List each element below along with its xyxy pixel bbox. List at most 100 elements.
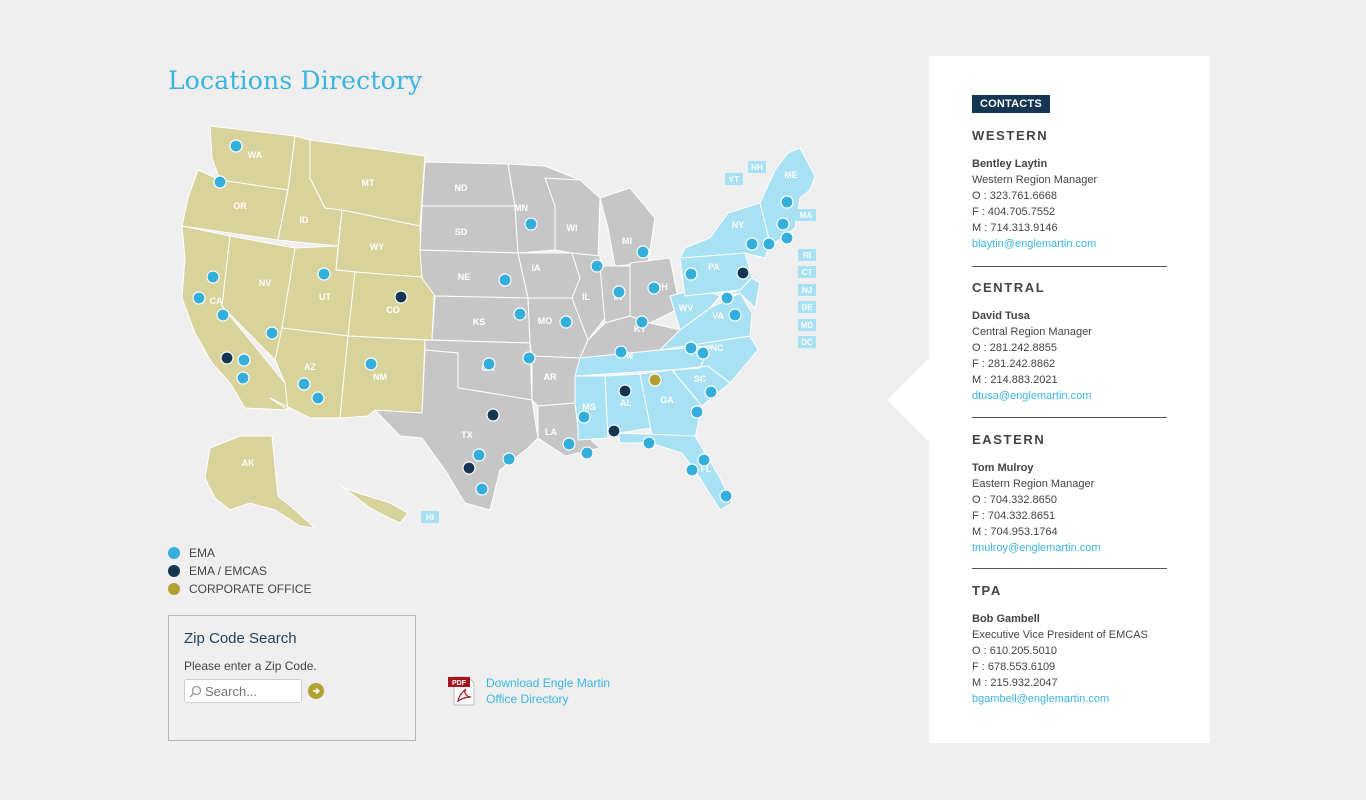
contact-email-link[interactable]: bgambell@englemartin.com — [972, 693, 1110, 705]
ema-marker[interactable] — [213, 175, 227, 189]
ema-emcas-marker[interactable] — [462, 461, 476, 475]
contact-email-link[interactable]: blaytin@englemartin.com — [972, 238, 1097, 250]
ema-marker[interactable] — [475, 482, 489, 496]
ema-marker[interactable] — [580, 446, 594, 460]
state-al[interactable] — [604, 373, 653, 439]
ema-emcas-marker[interactable] — [607, 424, 621, 438]
state-az[interactable] — [269, 327, 349, 419]
ema-marker[interactable] — [635, 315, 649, 329]
ema-marker[interactable] — [482, 357, 496, 371]
ema-marker[interactable] — [216, 308, 230, 322]
svg-text:CA: CA — [210, 296, 223, 306]
ema-marker[interactable] — [704, 385, 718, 399]
ema-marker[interactable] — [614, 345, 628, 359]
ema-marker[interactable] — [612, 285, 626, 299]
ema-marker[interactable] — [297, 377, 311, 391]
ema-marker[interactable] — [776, 217, 790, 231]
svg-text:SD: SD — [455, 227, 468, 237]
contact-office-phone: O : 323.761.6668 — [972, 190, 1058, 202]
ema-marker[interactable] — [684, 267, 698, 281]
ema-marker[interactable] — [192, 291, 206, 305]
ema-emcas-marker[interactable] — [486, 408, 500, 422]
ema-marker[interactable] — [522, 351, 536, 365]
ema-marker[interactable] — [719, 489, 733, 503]
arrow-right-icon — [313, 687, 321, 695]
svg-text:WA: WA — [248, 150, 263, 160]
ema-marker[interactable] — [745, 237, 759, 251]
state-sd[interactable] — [419, 205, 519, 254]
ema-marker[interactable] — [685, 463, 699, 477]
contact-office-phone: O : 281.242.8855 — [972, 342, 1058, 354]
state-md-de-nj[interactable] — [719, 277, 761, 310]
ema-marker[interactable] — [642, 436, 656, 450]
legend-corporate-office: CORPORATE OFFICE — [168, 580, 311, 598]
svg-text:KY: KY — [634, 324, 647, 334]
ema-marker[interactable] — [590, 259, 604, 273]
ema-marker[interactable] — [237, 353, 251, 367]
ema-emcas-dot-icon — [168, 565, 180, 577]
region-western: WESTERN Bentley Laytin Western Region Ma… — [972, 128, 1167, 252]
ema-marker[interactable] — [697, 453, 711, 467]
ema-marker[interactable] — [696, 346, 710, 360]
corporate-office-marker[interactable] — [648, 373, 662, 387]
ema-marker[interactable] — [472, 448, 486, 462]
ema-marker[interactable] — [524, 217, 538, 231]
ema-marker[interactable] — [562, 437, 576, 451]
state-tx[interactable] — [373, 349, 539, 511]
zip-search-input[interactable] — [202, 683, 295, 699]
ema-marker[interactable] — [311, 391, 325, 405]
ema-marker[interactable] — [647, 281, 661, 295]
contact-mobile: M : 704.953.1764 — [972, 526, 1058, 538]
zip-search-prompt: Please enter a Zip Code. — [184, 659, 317, 673]
state-ne[interactable] — [419, 249, 529, 299]
contact-fax: F : 404.705.7552 — [972, 206, 1056, 218]
svg-text:VA: VA — [712, 311, 724, 321]
svg-text:OR: OR — [233, 201, 247, 211]
ema-emcas-marker[interactable] — [220, 351, 234, 365]
ema-marker[interactable] — [720, 291, 734, 305]
ema-marker[interactable] — [636, 245, 650, 259]
ema-marker[interactable] — [236, 371, 250, 385]
region-name: CENTRAL — [972, 280, 1046, 295]
state-ia[interactable] — [517, 252, 581, 299]
contact-email-link[interactable]: tmulroy@englemartin.com — [972, 542, 1101, 554]
ema-marker[interactable] — [684, 341, 698, 355]
ema-marker[interactable] — [762, 237, 776, 251]
state-ny[interactable] — [679, 202, 771, 259]
ema-marker[interactable] — [728, 308, 742, 322]
zip-search-field[interactable] — [184, 679, 302, 703]
ema-marker[interactable] — [364, 357, 378, 371]
ema-marker[interactable] — [690, 405, 704, 419]
ema-marker[interactable] — [559, 315, 573, 329]
ema-marker[interactable] — [498, 273, 512, 287]
ema-marker[interactable] — [780, 231, 794, 245]
svg-text:HI: HI — [426, 513, 434, 522]
ema-emcas-marker[interactable] — [618, 384, 632, 398]
ema-marker[interactable] — [513, 307, 527, 321]
svg-text:MD: MD — [801, 321, 814, 330]
ema-marker[interactable] — [502, 452, 516, 466]
svg-text:AK: AK — [242, 458, 255, 468]
download-link[interactable]: Download Engle Martin Office Directory — [486, 675, 616, 707]
state-fl[interactable] — [617, 432, 733, 511]
zip-search-go-button[interactable] — [308, 683, 324, 699]
divider — [972, 568, 1167, 569]
contact-email-link[interactable]: dtusa@englemartin.com — [972, 390, 1092, 402]
ema-emcas-marker[interactable] — [736, 266, 750, 280]
ema-marker[interactable] — [317, 267, 331, 281]
ema-marker[interactable] — [229, 139, 243, 153]
ema-marker[interactable] — [577, 410, 591, 424]
ema-marker[interactable] — [206, 270, 220, 284]
ema-marker[interactable] — [265, 326, 279, 340]
contact-office-phone: O : 704.332.8650 — [972, 494, 1058, 506]
svg-text:NE: NE — [458, 272, 471, 282]
state-hi[interactable] — [337, 482, 409, 524]
ema-emcas-marker[interactable] — [394, 290, 408, 304]
divider — [972, 266, 1167, 267]
state-ak[interactable] — [204, 435, 317, 529]
contact-name: Bentley Laytin — [972, 158, 1048, 170]
download-directory[interactable]: PDF Download Engle Martin Office Directo… — [446, 675, 616, 707]
state-ga[interactable] — [639, 369, 703, 439]
state-nd[interactable] — [421, 161, 516, 207]
ema-marker[interactable] — [780, 195, 794, 209]
